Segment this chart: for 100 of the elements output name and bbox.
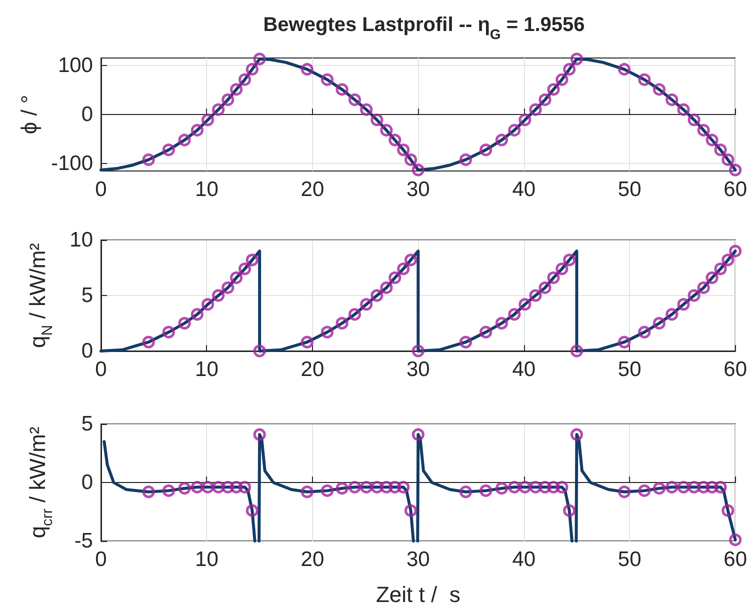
point: [404, 153, 418, 166]
point: [714, 480, 727, 494]
point: [253, 52, 266, 66]
point: [212, 480, 225, 494]
point: [638, 326, 651, 338]
x-tick-label: 60: [724, 358, 747, 381]
y-tick-label: 0: [81, 471, 93, 494]
point: [178, 316, 191, 330]
point: [638, 73, 651, 86]
point: [508, 124, 521, 137]
point: [212, 289, 225, 302]
point: [300, 63, 314, 76]
point: [547, 480, 560, 494]
y-tick-label: 10: [70, 228, 93, 252]
point: [495, 482, 508, 495]
point: [495, 316, 508, 330]
point: [706, 134, 718, 146]
x-tick-label: 60: [724, 548, 747, 571]
point: [688, 480, 700, 494]
point: [190, 124, 204, 137]
point: [212, 103, 225, 116]
point: [529, 289, 542, 302]
y-tick-label: 5: [81, 284, 93, 307]
point: [538, 93, 552, 106]
point: [380, 480, 393, 494]
point: [570, 428, 584, 441]
point: [547, 271, 560, 284]
point: [300, 486, 314, 498]
point: [246, 63, 258, 76]
x-tick-label: 30: [406, 358, 430, 381]
point: [190, 308, 204, 321]
point: [222, 480, 234, 494]
point: [480, 326, 492, 338]
point: [480, 484, 492, 497]
point: [459, 486, 472, 498]
point: [722, 504, 734, 517]
point: [729, 164, 742, 176]
point: [162, 144, 175, 156]
point: [300, 336, 314, 348]
point: [142, 486, 155, 498]
point: [677, 103, 690, 116]
point: [556, 262, 568, 276]
x-tick-label: 0: [95, 548, 107, 571]
point: [201, 114, 214, 126]
point: [652, 83, 666, 96]
point: [666, 480, 678, 494]
y-tick-label: 0: [81, 340, 93, 362]
point: [570, 52, 584, 66]
point: [729, 534, 742, 546]
point: [618, 486, 631, 498]
point: [518, 480, 532, 494]
x-tick-label: 50: [618, 358, 642, 381]
point: [480, 144, 492, 156]
point: [380, 124, 393, 137]
x-tick-label: 0: [95, 178, 107, 201]
point: [397, 262, 410, 276]
point: [412, 428, 424, 441]
x-tick-label: 20: [300, 548, 324, 571]
point: [706, 271, 718, 284]
x-tick-label: 40: [512, 178, 536, 201]
point: [370, 480, 384, 494]
x-tick-label: 10: [195, 178, 218, 201]
point: [404, 504, 418, 517]
point: [246, 254, 258, 266]
point: [618, 63, 631, 76]
point: [397, 480, 410, 494]
point: [178, 134, 191, 146]
point: [722, 254, 734, 266]
point: [380, 281, 393, 294]
y-tick-label: 0: [81, 103, 93, 126]
point: [370, 289, 384, 302]
point: [688, 289, 700, 302]
y-tick-label: 100: [58, 54, 93, 77]
point: [253, 344, 266, 358]
point: [412, 344, 424, 358]
point: [688, 114, 700, 126]
y-axis-title: qcrr / kW/m²: [24, 426, 56, 538]
point: [230, 480, 243, 494]
point: [178, 482, 191, 495]
x-tick-label: 40: [512, 548, 536, 571]
x-tick-label: 30: [406, 548, 430, 571]
point: [320, 326, 334, 338]
point: [404, 254, 418, 266]
point: [538, 281, 552, 294]
point: [677, 298, 690, 311]
x-tick-label: 20: [300, 178, 324, 201]
point: [556, 480, 568, 494]
point: [360, 103, 373, 116]
point: [360, 298, 373, 311]
point: [348, 308, 362, 321]
point: [459, 153, 472, 166]
point: [666, 93, 678, 106]
point: [201, 480, 214, 494]
point: [508, 308, 521, 321]
point: [238, 262, 252, 276]
x-tick-label: 30: [406, 178, 430, 201]
point: [570, 344, 584, 358]
point: [529, 103, 542, 116]
point: [563, 254, 576, 266]
x-axis-title: Zeit t / s: [376, 582, 460, 608]
